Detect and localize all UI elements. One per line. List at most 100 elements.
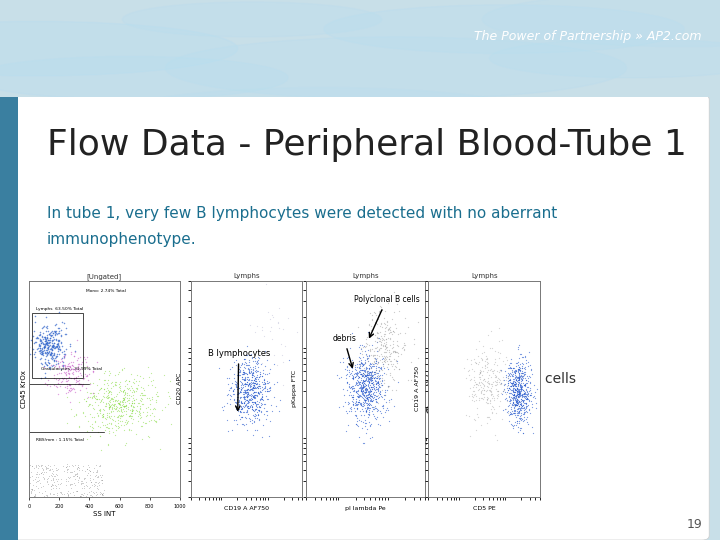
Point xyxy=(513,390,525,399)
Point xyxy=(246,368,257,376)
Point xyxy=(511,387,523,396)
Point xyxy=(522,401,534,410)
Point xyxy=(260,387,271,395)
Point xyxy=(106,404,117,413)
Point xyxy=(373,362,384,371)
Point xyxy=(68,375,80,383)
Point xyxy=(32,461,44,469)
Point xyxy=(73,397,84,406)
Point xyxy=(40,348,51,357)
Point xyxy=(106,394,117,402)
Point xyxy=(127,390,139,399)
Point xyxy=(503,409,514,417)
Point xyxy=(253,384,264,393)
Point xyxy=(504,392,516,400)
Point xyxy=(485,386,497,395)
Point xyxy=(257,369,269,377)
Point xyxy=(233,370,245,379)
Point xyxy=(378,314,390,323)
Point xyxy=(377,360,388,368)
Point xyxy=(376,386,387,394)
Point xyxy=(109,401,120,409)
Point xyxy=(240,392,252,401)
Point xyxy=(123,399,135,407)
Point xyxy=(63,372,75,381)
Point xyxy=(248,371,259,380)
Point xyxy=(102,375,114,384)
Point xyxy=(354,433,365,441)
Point xyxy=(359,391,370,400)
Point xyxy=(225,399,236,408)
Point xyxy=(263,379,274,388)
Point xyxy=(513,397,525,406)
Point xyxy=(516,363,528,372)
Point xyxy=(364,363,375,372)
Point xyxy=(137,390,148,399)
Point xyxy=(504,377,516,386)
Point xyxy=(231,396,243,404)
Point xyxy=(149,416,161,425)
Point xyxy=(526,366,537,374)
Point xyxy=(508,409,519,417)
Point xyxy=(250,379,261,387)
Point xyxy=(369,403,381,412)
Text: Lymphs  63.50% Total: Lymphs 63.50% Total xyxy=(36,307,84,310)
Point xyxy=(349,410,361,419)
Point xyxy=(107,378,118,387)
Point xyxy=(91,358,102,367)
Point xyxy=(238,393,250,402)
Point xyxy=(115,411,127,420)
Point xyxy=(516,424,527,433)
Point xyxy=(353,377,364,386)
Point xyxy=(36,464,48,472)
Point xyxy=(381,344,392,353)
Point xyxy=(379,390,390,399)
Point xyxy=(245,368,256,377)
Point xyxy=(40,373,51,382)
Point xyxy=(517,403,528,412)
Point xyxy=(516,403,528,412)
Point xyxy=(102,441,114,450)
Point xyxy=(368,374,379,382)
Point xyxy=(516,381,527,389)
Point xyxy=(377,402,388,410)
Point xyxy=(504,359,516,367)
Point xyxy=(508,387,519,395)
Point xyxy=(46,342,58,350)
Point xyxy=(373,367,384,376)
Point xyxy=(480,355,492,363)
Point xyxy=(521,375,532,384)
Point xyxy=(126,387,138,396)
Point xyxy=(46,336,58,345)
Point xyxy=(24,487,35,496)
Point xyxy=(349,364,361,373)
Point xyxy=(51,329,63,338)
Point xyxy=(58,350,70,359)
Point xyxy=(48,467,59,475)
Point xyxy=(44,363,55,372)
Point xyxy=(506,421,518,430)
Point xyxy=(510,367,522,376)
Point xyxy=(240,380,252,388)
Point xyxy=(372,383,384,392)
Point xyxy=(507,377,518,386)
Point xyxy=(235,386,246,394)
Point xyxy=(134,414,145,423)
Point xyxy=(53,336,64,345)
Point xyxy=(360,381,372,389)
Point xyxy=(348,393,359,402)
Point xyxy=(48,341,60,350)
Point xyxy=(521,382,533,391)
Point xyxy=(71,410,82,419)
Point xyxy=(64,384,76,393)
Point xyxy=(508,383,519,392)
Point xyxy=(147,375,158,384)
Point xyxy=(504,376,516,384)
Point xyxy=(512,380,523,388)
Point xyxy=(363,401,374,409)
Point xyxy=(357,391,369,400)
Point xyxy=(485,390,497,399)
Point xyxy=(118,386,130,395)
Point xyxy=(127,406,139,415)
Point xyxy=(506,367,518,375)
